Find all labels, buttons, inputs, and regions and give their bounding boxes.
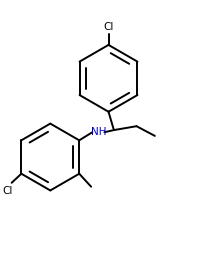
Text: Cl: Cl — [103, 22, 114, 33]
Text: Cl: Cl — [2, 186, 13, 196]
Text: NH: NH — [91, 127, 106, 137]
